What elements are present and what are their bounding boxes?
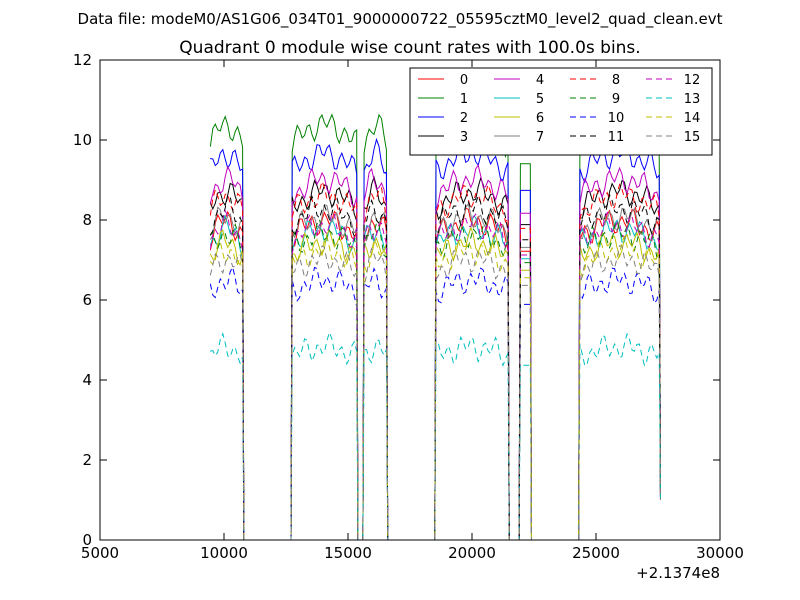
legend-label-10: 10 <box>608 111 625 126</box>
legend-frame <box>409 67 713 156</box>
legend-label-12: 12 <box>684 73 701 88</box>
y-tick-label: 0 <box>82 531 92 549</box>
series-line-5 <box>209 214 661 541</box>
legend-label-0: 0 <box>460 73 468 88</box>
legend-label-7: 7 <box>536 130 544 145</box>
y-tick-label: 12 <box>73 51 92 69</box>
series-line-11 <box>209 193 661 541</box>
x-tick-label: 25000 <box>572 544 620 562</box>
series-layer <box>209 109 661 541</box>
legend-label-3: 3 <box>460 130 468 145</box>
x-tick-label: 15000 <box>324 544 372 562</box>
legend-label-9: 9 <box>612 92 620 107</box>
series-line-15 <box>209 245 661 541</box>
series-line-9 <box>210 218 661 541</box>
x-tick-label: 5000 <box>81 544 119 562</box>
series-line-13 <box>210 330 661 541</box>
series-line-2 <box>210 137 661 541</box>
x-tick-label: 20000 <box>448 544 496 562</box>
series-line-7 <box>209 202 661 541</box>
y-tick-label: 10 <box>73 131 92 149</box>
legend-label-4: 4 <box>536 73 544 88</box>
x-tick-label: 30000 <box>696 544 744 562</box>
y-tick-label: 2 <box>82 451 92 469</box>
legend-label-14: 14 <box>684 111 701 126</box>
series-line-4 <box>209 163 661 541</box>
x-offset-label: +2.1374e8 <box>636 564 720 582</box>
y-tick-label: 4 <box>82 371 92 389</box>
legend-label-11: 11 <box>608 130 625 145</box>
legend-label-6: 6 <box>536 111 544 126</box>
legend-label-2: 2 <box>460 111 468 126</box>
legend-label-8: 8 <box>612 73 620 88</box>
legend-label-5: 5 <box>536 92 544 107</box>
y-tick-label: 6 <box>82 291 92 309</box>
y-tick-label: 8 <box>82 211 92 229</box>
chart-title: Quadrant 0 module wise count rates with … <box>179 38 640 58</box>
series-line-8 <box>209 179 661 541</box>
series-line-10 <box>209 265 661 541</box>
x-tick-label: 10000 <box>200 544 248 562</box>
legend-label-1: 1 <box>460 92 468 107</box>
legend-label-13: 13 <box>684 92 701 107</box>
legend-label-15: 15 <box>684 130 701 145</box>
figure-suptitle: Data file: modeM0/AS1G06_034T01_90000007… <box>78 10 723 29</box>
